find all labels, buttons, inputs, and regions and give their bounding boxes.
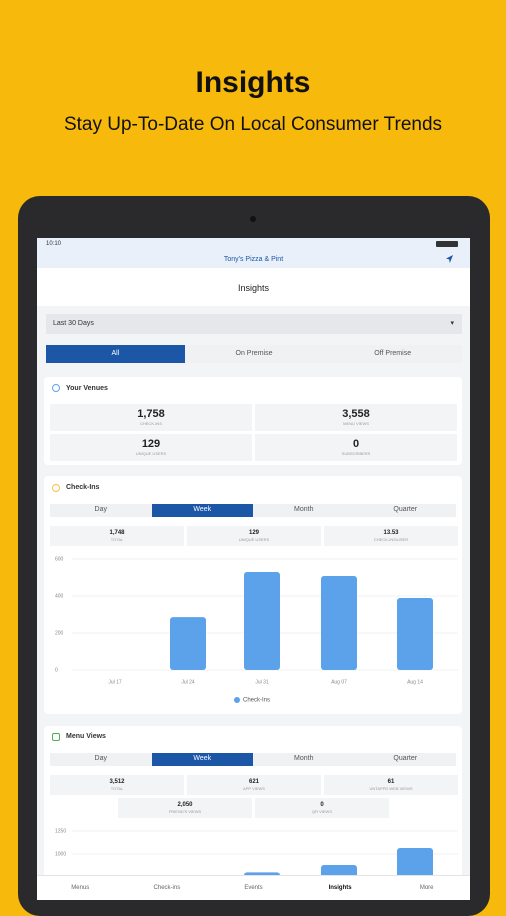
status-icons (436, 241, 458, 247)
nav-item[interactable]: Events (244, 885, 263, 891)
section-title: Menu Views (66, 733, 106, 740)
stat-value: 129 (248, 530, 259, 536)
nav-item[interactable]: Insights (328, 885, 352, 891)
stat: 13.53 CHECK-INS/USER (324, 526, 458, 546)
tab[interactable]: Month (294, 506, 314, 513)
stat-label: SUBSCRIBERS (341, 451, 371, 456)
stat-label: TOTAL (110, 537, 124, 542)
bar (170, 617, 206, 670)
stat-label: CHECK-INS/USER (373, 537, 409, 542)
y-tick-label: 600 (55, 556, 64, 562)
stat-label: UNIQUE USERS (135, 451, 167, 456)
stat: 61 UNTAPPD WEB VIEWS (324, 775, 458, 795)
stat-label: MENU VIEWS (343, 421, 369, 426)
stat-label: TOTAL (110, 786, 124, 791)
x-tick-label: Aug 07 (331, 679, 347, 685)
nav-item[interactable]: More (419, 885, 434, 891)
section-title: Check-Ins (66, 484, 100, 491)
stat: 3,558 MENU VIEWS (255, 404, 457, 431)
stat: 0 SUBSCRIBERS (255, 434, 457, 461)
promo-subtitle: Stay Up-To-Date On Local Consumer Trends (63, 114, 443, 135)
menu-views-icon (52, 733, 60, 741)
stat: 0 QR VIEWS (255, 798, 389, 818)
legend-swatch (234, 697, 240, 703)
stat: 3,512 TOTAL (50, 775, 184, 795)
charts: 0 200 400 600 Jul 17 Jul 24 Jul 31 Aug 07 Aug 14… (55, 556, 458, 875)
bottom-nav: Menus Check-ins Events Insights More (37, 875, 470, 900)
stat-value: 2,050 (177, 802, 193, 808)
stat-label: APP VIEWS (243, 786, 265, 791)
section-title: Your Venues (66, 385, 108, 392)
stat: 1,748 TOTAL (50, 526, 184, 546)
period-tabs: Day Week Month Quarter (50, 753, 456, 766)
checkins-icon (52, 484, 60, 492)
app-header (37, 268, 470, 306)
stat-value: 3,558 (342, 408, 370, 420)
bar (397, 848, 433, 875)
stat-label: QR VIEWS (311, 809, 332, 814)
y-tick-label: 200 (55, 630, 64, 636)
stat-value: 0 (352, 438, 360, 450)
tab[interactable]: Quarter (393, 755, 418, 762)
stat-label: CHECK-INS (139, 421, 162, 426)
x-tick-label: Jul 24 (181, 679, 195, 685)
tab[interactable]: Day (94, 755, 107, 762)
stat: 129 UNIQUE USERS (50, 434, 252, 461)
promo-title: Insights (195, 66, 311, 99)
x-tick-label: Jul 17 (108, 679, 122, 685)
y-tick-label: 400 (55, 593, 64, 599)
tab[interactable]: Off Premise (374, 350, 412, 357)
bar (244, 571, 280, 670)
nav-item[interactable]: Check-ins (153, 885, 181, 891)
period-tabs: Day Week Month Quarter (50, 504, 456, 517)
stat-value: 3,512 (109, 779, 125, 785)
stat-label: UNIQUE USERS (238, 537, 270, 542)
stat-label: UNTAPPD WEB VIEWS (369, 786, 413, 791)
bar (397, 598, 433, 670)
tab[interactable]: Month (294, 755, 314, 762)
nav-item[interactable]: Menus (71, 885, 90, 891)
camera (250, 216, 256, 222)
top-bar (37, 238, 470, 268)
page-title: Insights (237, 283, 270, 293)
stat-value: 0 (320, 802, 324, 808)
y-tick-label: 0 (55, 667, 58, 673)
period-dropdown[interactable]: Last 30 Days ▾ (46, 314, 462, 334)
bar (321, 865, 357, 875)
tab[interactable]: Week (151, 504, 253, 517)
bar (244, 872, 280, 875)
premise-tabs: All On Premise Off Premise (46, 345, 462, 363)
tab[interactable]: All (46, 345, 185, 363)
x-tick-label: Aug 14 (407, 679, 423, 685)
venue-name[interactable]: Tony's Pizza & Pint (223, 256, 284, 263)
stat-value: 61 (387, 779, 395, 785)
stat: 1,758 CHECK-INS (50, 404, 252, 431)
tab[interactable]: On Premise (235, 350, 273, 357)
period-value: Last 30 Days (53, 320, 94, 327)
y-tick-label: 1250 (55, 828, 66, 834)
stat-value: 129 (141, 438, 161, 450)
x-tick-label: Jul 31 (255, 679, 269, 685)
bar (321, 576, 357, 670)
tab[interactable]: Quarter (393, 506, 418, 513)
stat: 2,050 FRIEND'S VIEWS (118, 798, 252, 818)
stat-value: 1,748 (109, 530, 125, 536)
y-tick-label: 1000 (55, 851, 66, 857)
stat-value: 1,758 (137, 408, 165, 420)
stat-label: FRIEND'S VIEWS (168, 809, 202, 814)
legend-label: Check-Ins (243, 698, 270, 704)
venues-icon (52, 384, 60, 392)
stat: 621 APP VIEWS (187, 775, 321, 795)
send-icon[interactable] (446, 255, 453, 263)
status-time: 10:10 (46, 241, 62, 247)
stat-value: 621 (248, 779, 259, 785)
tab[interactable]: Day (94, 506, 107, 513)
stat: 129 UNIQUE USERS (187, 526, 321, 546)
tab[interactable]: Week (151, 753, 253, 766)
stat-value: 13.53 (383, 530, 399, 536)
